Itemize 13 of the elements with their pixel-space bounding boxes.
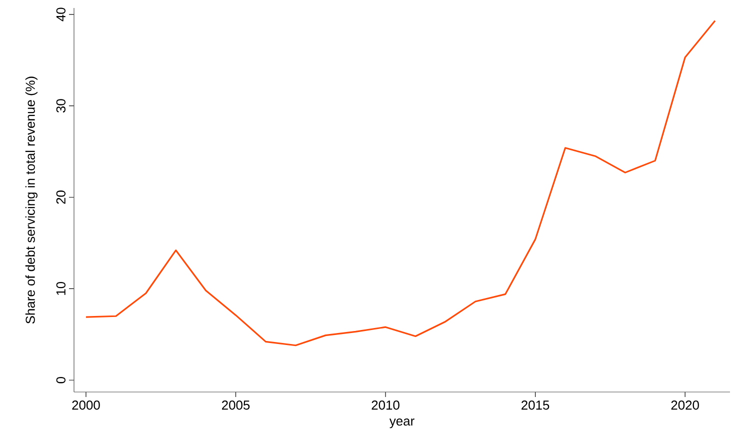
line-series <box>85 20 716 346</box>
y-tick-label: 20 <box>56 190 66 204</box>
y-tick-label: 40 <box>56 8 66 22</box>
x-tick-label: 2005 <box>222 400 250 410</box>
y-axis-title: Share of debt servicing in total revenue (%) <box>25 76 38 324</box>
x-tick-label: 2015 <box>522 400 550 410</box>
y-tick-label: 0 <box>56 377 66 384</box>
x-tick-label: 2020 <box>671 400 699 410</box>
x-axis-title: year <box>389 418 414 428</box>
y-tick-label: 30 <box>56 99 66 113</box>
x-tick-label: 2000 <box>72 400 100 410</box>
y-tick-label: 10 <box>56 282 66 295</box>
x-tick-label: 2010 <box>372 400 400 410</box>
